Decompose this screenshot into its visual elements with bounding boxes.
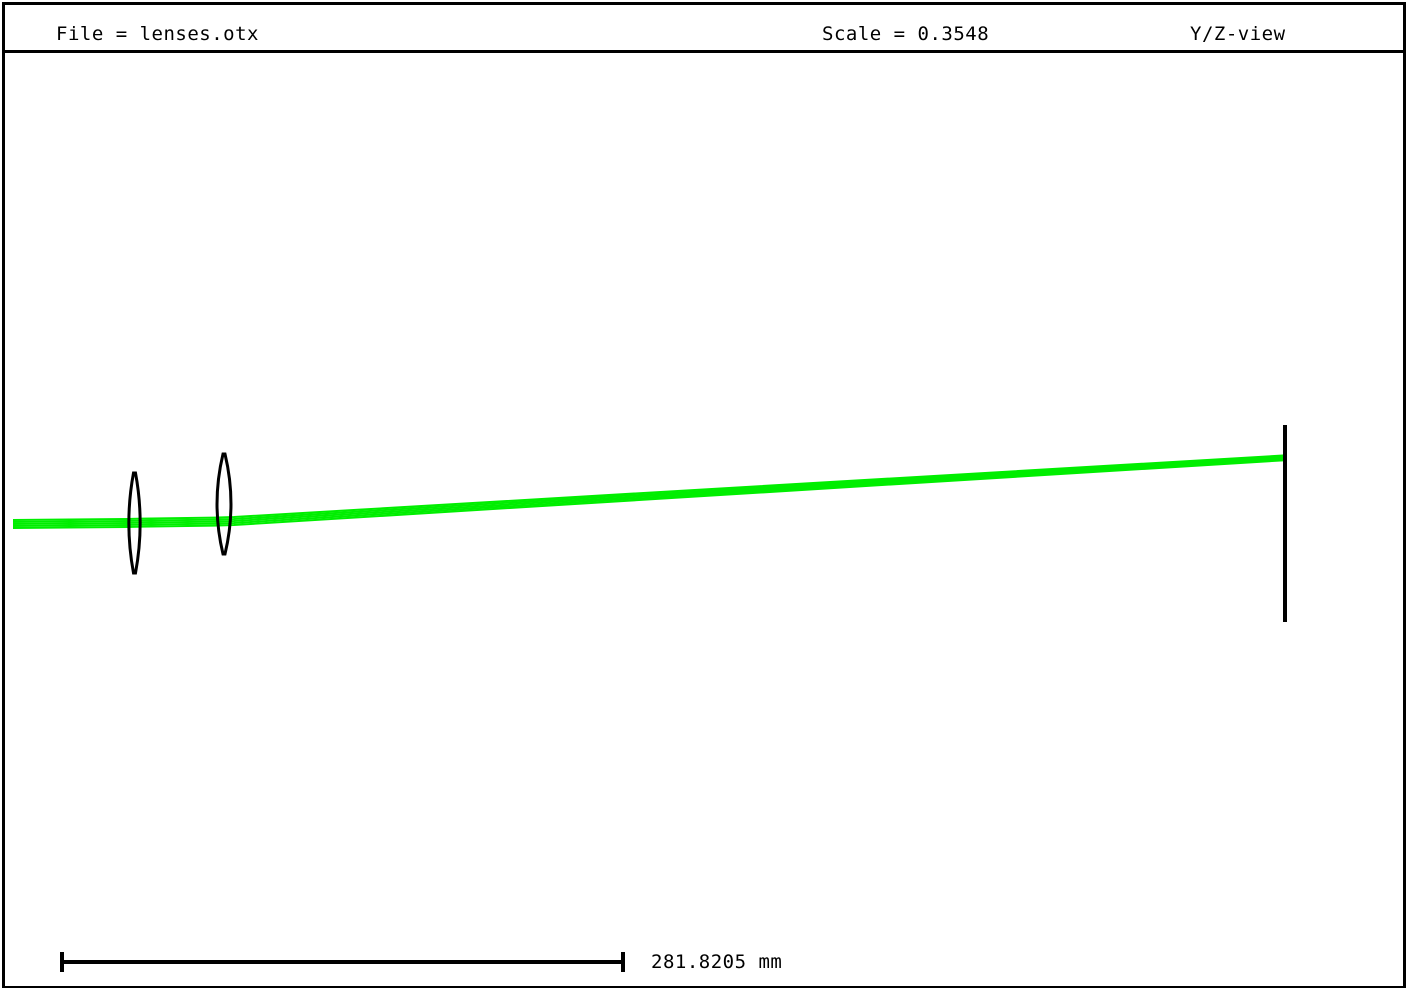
- header-bar: File = lenses.otx Scale = 0.3548 Y/Z-vie…: [5, 5, 1403, 53]
- lens-2: [215, 452, 233, 556]
- scale-bar-layer: [60, 952, 625, 972]
- ray-5: [12, 459, 1286, 529]
- ray-1: [12, 454, 1286, 521]
- lens-1: [127, 471, 142, 575]
- optical-diagram-canvas: [5, 56, 1403, 986]
- view-orientation-label: Y/Z-view: [1190, 23, 1286, 45]
- ray-4: [12, 458, 1286, 527]
- optical-diagram-svg: [12, 425, 1287, 972]
- ray-3: [12, 456, 1286, 525]
- file-label: File = lenses.otx: [56, 23, 259, 45]
- ray-bundle-layer: [12, 454, 1286, 529]
- optical-element-layer: [127, 425, 1287, 622]
- ray-2: [12, 455, 1286, 523]
- scale-bar-length-label: 281.8205 mm: [651, 951, 783, 973]
- scale-label: Scale = 0.3548: [822, 23, 990, 45]
